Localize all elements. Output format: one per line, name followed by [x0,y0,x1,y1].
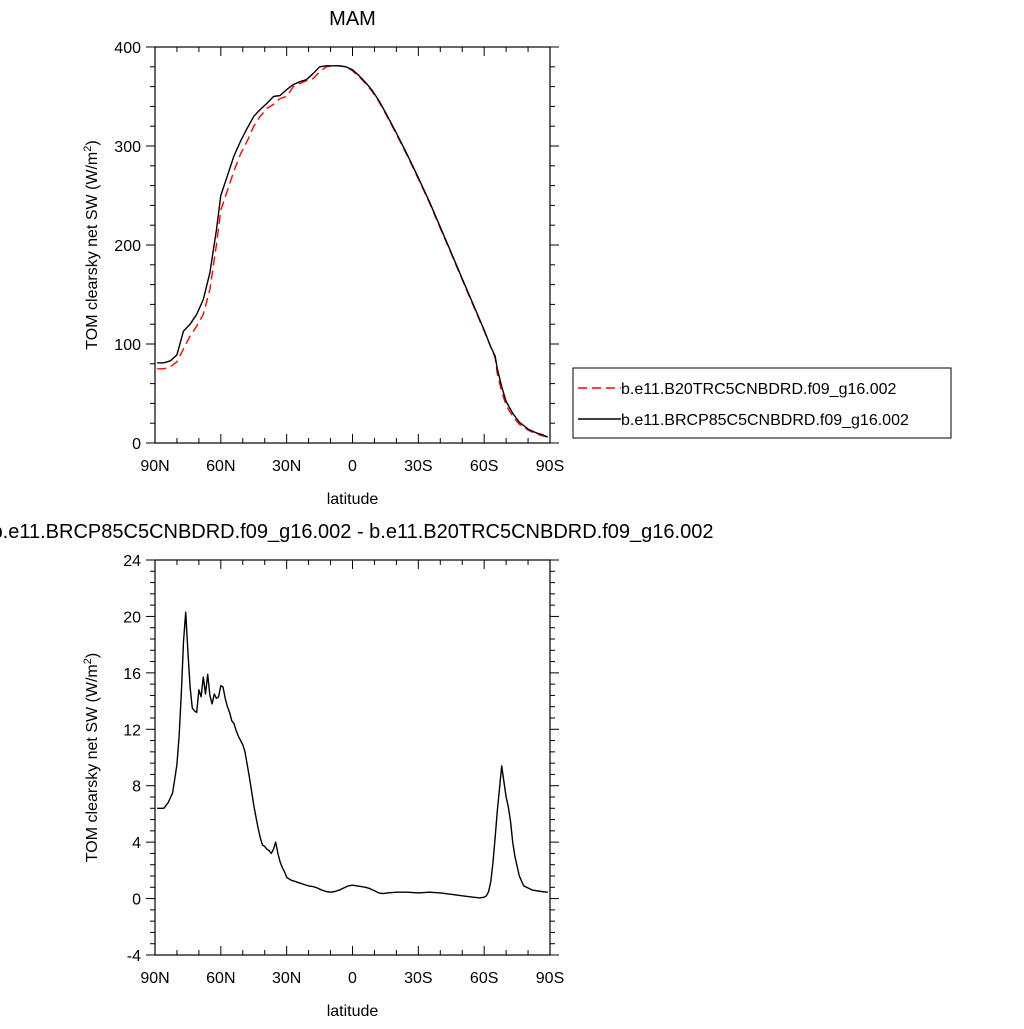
series-line-1 [157,65,548,438]
y-tick-label: 100 [114,337,141,354]
plot-frame [154,559,551,956]
x-tick-label: 90N [140,458,169,475]
y-tick-label: 4 [132,835,141,852]
x-tick-label: 0 [348,970,357,987]
y-tick-label: 400 [114,40,141,57]
chart-title: b.e11.BRCP85C5CNBDRD.f09_g16.002 - b.e11… [0,521,713,543]
x-tick-label: 30N [272,970,301,987]
y-tick-label: 8 [132,779,141,796]
x-tick-label: 90S [536,458,564,475]
x-tick-label: 90S [536,970,564,987]
y-tick-label: 0 [132,892,141,909]
chart-panel-2: b.e11.BRCP85C5CNBDRD.f09_g16.002 - b.e11… [0,521,713,1020]
y-tick-label: 200 [114,238,141,255]
x-tick-label: 60N [206,970,235,987]
x-axis-label: latitude [327,1003,379,1020]
series-line-2 [157,65,549,438]
y-tick-label: 0 [132,436,141,453]
y-tick-label: 24 [123,553,141,570]
y-tick-label: 16 [123,666,141,683]
chart-title: MAM [329,8,376,30]
series-line-1 [157,611,548,899]
chart-panel-1: MAM 90N 60N 30N 0 30S 60S 90S 0 100 200 300 400 latit… [82,8,952,508]
x-tick-label: 30S [404,458,432,475]
x-tick-label: 30N [272,458,301,475]
x-tick-label: 30S [404,970,432,987]
y-tick-label: 20 [123,609,141,626]
legend-box [572,367,952,439]
y-tick-label: 12 [123,722,141,739]
x-axis-label: latitude [327,491,379,508]
y-tick-label: -4 [127,948,141,965]
y-tick-label: 300 [114,139,141,156]
x-tick-label: 0 [348,458,357,475]
legend-entry: b.e11.B20TRC5CNBDRD.f09_g16.002 [621,381,897,398]
y-axis-label: TOM clearsky net SW (W/m2) [82,653,101,862]
x-tick-label: 60N [206,458,235,475]
legend-entry: b.e11.BRCP85C5CNBDRD.f09_g16.002 [621,412,909,429]
x-tick-label: 60S [470,458,498,475]
x-tick-label: 90N [140,970,169,987]
legend: b.e11.B20TRC5CNBDRD.f09_g16.002 b.e11.BRC… [572,367,952,439]
x-tick-label: 60S [470,970,498,987]
y-axis-label: TOM clearsky net SW (W/m2) [82,140,101,349]
